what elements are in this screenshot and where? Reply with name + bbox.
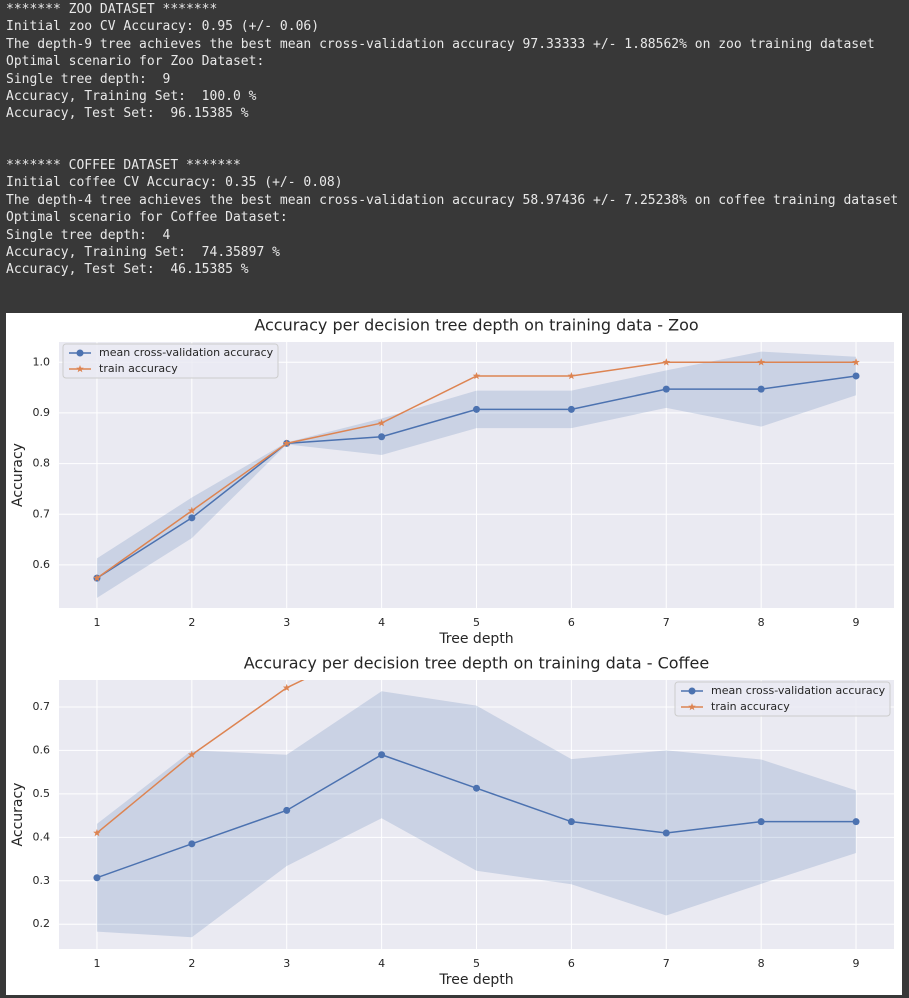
point [188, 750, 196, 758]
point [852, 358, 860, 366]
output-line: Accuracy, Training Set: 100.0 % [6, 89, 257, 105]
x-tick-label: 8 [758, 616, 765, 629]
coffee-output: ******* COFFEE DATASET ******* Initial co… [0, 157, 904, 279]
legend-label: mean cross-validation accuracy [99, 346, 274, 359]
x-tick-label: 7 [663, 957, 670, 970]
x-tick-label: 9 [853, 616, 860, 629]
output-line: Initial coffee CV Accuracy: 0.35 (+/- 0.… [6, 175, 343, 191]
y-tick-label: 0.2 [33, 917, 51, 930]
point [188, 840, 196, 848]
x-tick-label: 1 [93, 616, 100, 629]
x-tick-label: 8 [758, 957, 765, 970]
point [757, 818, 765, 826]
y-axis-label: Accuracy [10, 443, 26, 507]
y-tick-label: 1.0 [33, 355, 51, 368]
point [662, 829, 670, 837]
point [283, 806, 291, 814]
point [757, 385, 765, 393]
legend-label: train accuracy [711, 700, 790, 713]
point [473, 607, 481, 614]
output-line: Single tree depth: 9 [6, 71, 171, 87]
legend-label: mean cross-validation accuracy [711, 684, 886, 697]
point [188, 506, 196, 514]
x-axis-label: Tree depth [438, 631, 513, 647]
x-tick-label: 3 [283, 957, 290, 970]
output-line: Accuracy, Test Set: 46.15385 % [6, 262, 249, 278]
point [282, 683, 291, 692]
x-tick-label: 7 [663, 616, 670, 629]
y-tick-label: 0.9 [33, 406, 51, 419]
legend [62, 343, 279, 379]
x-tick-label: 4 [378, 616, 385, 629]
legend-marker [76, 365, 84, 373]
y-tick-label: 0.7 [33, 507, 51, 520]
point [473, 784, 480, 792]
point [567, 405, 575, 413]
output-line: ******* ZOO DATASET ******* [6, 2, 218, 17]
point [567, 818, 575, 826]
plot-content [93, 351, 860, 598]
output-line: The depth-9 tree achieves the best mean … [6, 36, 875, 52]
legend [674, 681, 891, 717]
x-tick-label: 2 [188, 616, 195, 629]
x-axis-label: Tree depth [438, 972, 513, 988]
zoo-output: ******* ZOO DATASET ******* Initial zoo C… [0, 1, 881, 123]
plot-content [93, 607, 860, 938]
legend-marker [76, 349, 84, 357]
point [852, 372, 860, 380]
point [93, 574, 101, 582]
point [377, 419, 386, 427]
x-tick-label: 2 [188, 957, 195, 970]
error-band [96, 691, 857, 938]
y-tick-label: 0.3 [33, 874, 51, 887]
output-line: Initial zoo CV Accuracy: 0.95 (+/- 0.06) [6, 19, 320, 35]
x-tick-label: 3 [283, 616, 290, 629]
output-line: The depth-4 tree achieves the best mean … [6, 192, 899, 208]
x-tick-label: 1 [93, 957, 100, 970]
y-tick-label: 0.7 [33, 700, 51, 713]
chart-title: Accuracy per decision tree depth on trai… [244, 654, 710, 673]
point [93, 874, 101, 882]
output-line: Accuracy, Test Set: 96.15385 % [6, 106, 249, 122]
point [378, 751, 386, 759]
y-tick-label: 0.8 [33, 457, 51, 470]
x-tick-label: 9 [853, 957, 860, 970]
point [378, 638, 386, 645]
error-band [96, 351, 857, 598]
x-tick-label: 4 [378, 957, 385, 970]
x-tick-label: 5 [473, 616, 480, 629]
output-line: Single tree depth: 4 [6, 227, 171, 243]
series-line [96, 680, 305, 834]
point [378, 433, 386, 441]
output-line: Accuracy, Training Set: 74.35897 % [6, 245, 280, 261]
point [188, 514, 196, 522]
point [662, 385, 670, 393]
y-axis-label: Accuracy [10, 783, 26, 847]
y-tick-label: 0.5 [33, 787, 51, 800]
x-tick-label: 5 [473, 957, 480, 970]
point [93, 828, 101, 837]
point [852, 818, 860, 826]
legend-marker [688, 687, 696, 695]
legend-marker [688, 703, 696, 711]
point [473, 405, 480, 413]
y-tick-label: 0.4 [33, 830, 51, 843]
y-tick-label: 0.6 [33, 743, 51, 756]
legend-label: train accuracy [99, 362, 178, 375]
output-line: Optimal scenario for Zoo Dataset: [6, 54, 265, 70]
x-tick-label: 6 [568, 616, 575, 629]
point [472, 371, 481, 380]
point [567, 371, 576, 380]
chart-title: Accuracy per decision tree depth on trai… [254, 316, 698, 335]
point [282, 439, 291, 447]
figure: 0.6 0.7 0.8 0.9 1.0 1 2 3 4 5 6 7 8 9 Accuracy per dec… [6, 313, 902, 995]
x-tick-label: 6 [568, 957, 575, 970]
y-tick-label: 0.6 [33, 558, 51, 571]
output-line: Optimal scenario for Coffee Dataset: [6, 210, 288, 226]
point [662, 358, 671, 366]
point [757, 358, 765, 366]
output-line: ******* COFFEE DATASET ******* [6, 158, 241, 173]
